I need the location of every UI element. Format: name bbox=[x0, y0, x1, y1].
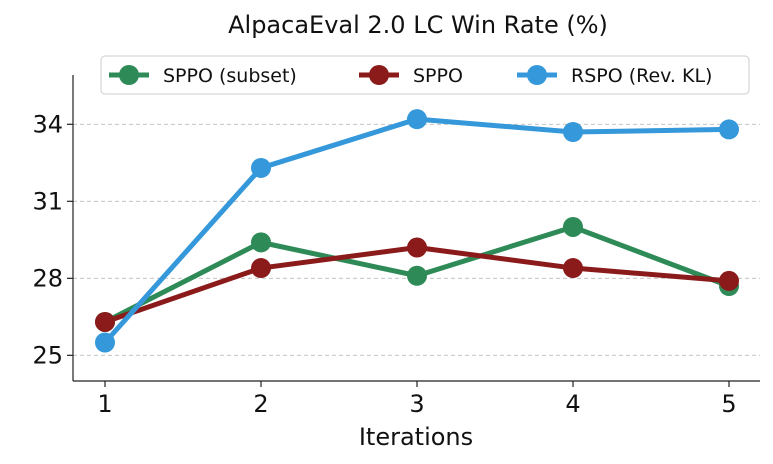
y-tick-label: 34 bbox=[32, 110, 63, 138]
data-point bbox=[407, 109, 427, 130]
data-point bbox=[251, 157, 271, 178]
legend: SPPO (subset) SPPO RSPO (Rev. KL) bbox=[100, 55, 750, 95]
legend-label: SPPO bbox=[413, 65, 463, 87]
legend-label: RSPO (Rev. KL) bbox=[571, 65, 712, 87]
x-tick-label: 4 bbox=[565, 390, 580, 418]
data-point bbox=[563, 122, 583, 143]
y-tick-label: 31 bbox=[32, 187, 63, 215]
series-points bbox=[95, 109, 739, 353]
data-point bbox=[407, 265, 427, 286]
y-ticks: 25 28 31 34 bbox=[32, 110, 73, 369]
data-point bbox=[95, 311, 115, 332]
legend-label: SPPO (subset) bbox=[163, 65, 297, 87]
legend-marker bbox=[369, 65, 389, 85]
x-tick-label: 3 bbox=[409, 390, 424, 418]
series-lines bbox=[102, 116, 732, 345]
data-point bbox=[95, 332, 115, 353]
legend-marker bbox=[119, 65, 139, 85]
y-tick-label: 25 bbox=[32, 341, 63, 369]
series-line-2 bbox=[102, 116, 732, 345]
data-point bbox=[563, 258, 583, 279]
legend-frame bbox=[100, 55, 750, 95]
x-tick-label: 5 bbox=[721, 390, 736, 418]
x-tick-label: 1 bbox=[97, 390, 112, 418]
y-tick-label: 28 bbox=[32, 264, 63, 292]
data-point bbox=[719, 270, 739, 291]
legend-marker bbox=[527, 65, 547, 85]
x-tick-label: 2 bbox=[253, 390, 268, 418]
chart-title: AlpacaEval 2.0 LC Win Rate (%) bbox=[228, 11, 608, 39]
data-point bbox=[251, 258, 271, 279]
x-axis-label: Iterations bbox=[359, 423, 473, 451]
data-point bbox=[407, 237, 427, 258]
data-point bbox=[251, 232, 271, 253]
data-point bbox=[563, 216, 583, 237]
data-point bbox=[719, 119, 739, 140]
x-ticks: 1 2 3 4 5 bbox=[97, 381, 737, 418]
